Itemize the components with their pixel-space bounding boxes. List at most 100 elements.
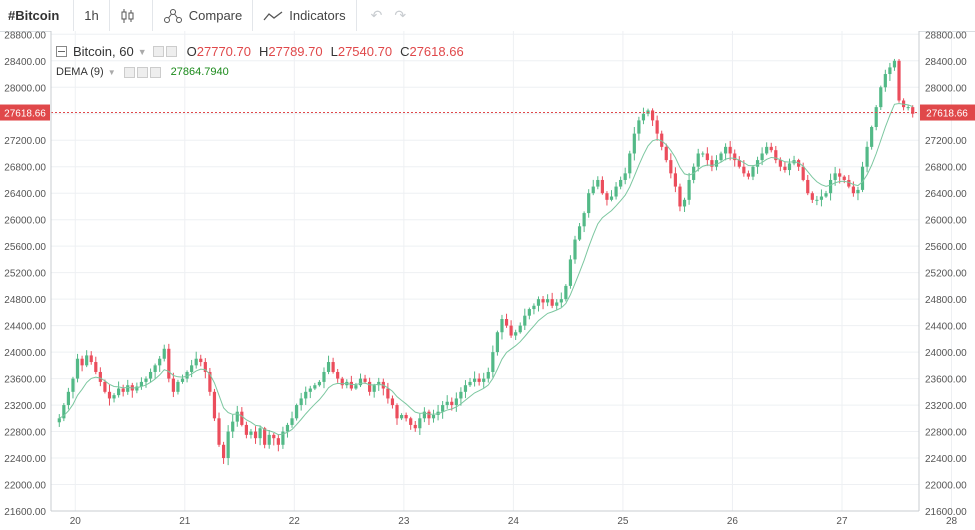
candle-body xyxy=(865,146,869,167)
candle-body xyxy=(819,196,824,200)
candle-body xyxy=(139,381,144,387)
candle-body xyxy=(308,388,312,392)
compare-icon xyxy=(163,8,182,23)
candle-body xyxy=(486,371,490,379)
indicator-settings-icon[interactable] xyxy=(136,66,148,78)
candle-body xyxy=(641,113,646,121)
candle-body xyxy=(673,173,677,187)
visibility-icon[interactable] xyxy=(152,46,164,57)
candle-body xyxy=(89,355,93,363)
y-tick-label: 24000.00 xyxy=(925,348,967,359)
candle-body xyxy=(824,193,828,197)
y-tick-label: 24400.00 xyxy=(925,322,967,333)
candle-body xyxy=(85,355,89,366)
candle-body xyxy=(363,378,367,382)
candle-body xyxy=(870,127,874,147)
candle-body xyxy=(815,199,819,201)
candle-body xyxy=(637,120,641,134)
price-label-left-bg xyxy=(0,104,50,121)
candle-body xyxy=(678,186,682,207)
y-tick-label: 27200.00 xyxy=(4,136,46,147)
candle-body xyxy=(532,305,536,310)
candle-body xyxy=(564,285,568,300)
y-tick-label: 23600.00 xyxy=(4,375,46,386)
candle-body xyxy=(126,385,130,392)
top-toolbar: #Bitcoin 1h Compare Indicators ↶ ↷ xyxy=(0,0,975,32)
compare-button[interactable]: Compare xyxy=(153,0,254,31)
candle-body xyxy=(258,428,262,439)
candle-body xyxy=(842,176,846,180)
indicator-chevron-down-icon[interactable]: ▼ xyxy=(107,67,116,77)
candle-body xyxy=(217,418,221,445)
candle-body xyxy=(628,153,632,174)
x-tick-label: 26 xyxy=(727,516,739,527)
candle-body xyxy=(267,434,271,445)
y-tick-label: 28800.00 xyxy=(925,31,967,41)
redo-icon[interactable]: ↷ xyxy=(394,7,407,23)
candle-body xyxy=(797,160,801,167)
candle-body xyxy=(80,358,84,366)
candle-body xyxy=(390,398,395,406)
indicator-close-icon[interactable] xyxy=(149,66,161,78)
indicator-visibility-icon[interactable] xyxy=(123,66,135,78)
candle-body xyxy=(879,87,883,108)
right-price-axis[interactable]: 21600.00 22000.00 22400.00 22800.00 23200.00… xyxy=(925,31,967,518)
interval-button[interactable]: 1h xyxy=(74,0,110,31)
candle-body xyxy=(107,391,112,399)
x-tick-label: 27 xyxy=(836,516,848,527)
candle-body xyxy=(459,391,463,399)
candle-body xyxy=(441,405,445,412)
candle-body xyxy=(787,163,792,171)
high-value: 27789.70 xyxy=(268,44,323,59)
candle-body xyxy=(153,365,157,372)
candle-body xyxy=(226,431,230,459)
candle-body xyxy=(577,226,582,240)
candle-body xyxy=(828,179,833,194)
chart-style-button[interactable] xyxy=(110,0,153,31)
candle-body xyxy=(664,146,668,161)
candle-body xyxy=(559,299,563,303)
candle-body xyxy=(194,358,198,366)
candle-body xyxy=(514,332,518,336)
candle-body xyxy=(340,378,344,386)
candle-body xyxy=(614,186,618,197)
candle-body xyxy=(660,133,664,147)
high-label: H xyxy=(258,44,269,59)
candle-body xyxy=(208,371,212,392)
candle-body xyxy=(322,371,326,382)
collapse-icon[interactable] xyxy=(56,46,67,57)
candle-body xyxy=(600,179,604,194)
candle-body xyxy=(336,371,340,379)
symbol-search-button[interactable]: #Bitcoin xyxy=(0,0,75,31)
main-series-legend: Bitcoin, 60 ▼ O 27770.70 H 27789.70 L 27540… xyxy=(56,44,464,59)
chevron-down-icon[interactable]: ▼ xyxy=(137,46,147,57)
time-axis[interactable]: 2021222324252627282930 xyxy=(70,516,975,527)
y-tick-label: 25600.00 xyxy=(4,242,46,253)
candle-body xyxy=(765,146,769,154)
indicators-button[interactable]: Indicators xyxy=(253,0,357,31)
y-tick-label: 24400.00 xyxy=(4,322,46,333)
settings-icon[interactable] xyxy=(165,46,177,57)
indicators-icon xyxy=(263,10,283,20)
candle-body xyxy=(806,179,810,194)
candle-body xyxy=(769,146,773,151)
candle-body xyxy=(148,371,153,379)
candle-body xyxy=(596,179,600,187)
candle-body xyxy=(755,160,760,167)
candles-icon xyxy=(121,8,134,23)
left-price-axis[interactable]: 21600.00 22000.00 22400.00 22800.00 23200.00… xyxy=(4,31,46,518)
candle-body xyxy=(98,371,102,382)
y-tick-label: 27200.00 xyxy=(925,136,967,147)
undo-icon[interactable]: ↶ xyxy=(370,7,383,23)
candle-body xyxy=(75,358,80,379)
candle-body xyxy=(431,415,436,419)
candle-body xyxy=(463,385,468,392)
close-value: 27618.66 xyxy=(409,44,464,59)
candle-body xyxy=(605,193,609,200)
candle-body xyxy=(354,385,358,389)
candle-body xyxy=(272,434,276,439)
candle-body xyxy=(573,239,577,260)
price-chart[interactable]: 21600.00 22000.00 22400.00 22800.00 23200.00… xyxy=(0,31,975,530)
compare-label: Compare xyxy=(188,8,243,23)
y-tick-label: 26800.00 xyxy=(925,163,967,174)
